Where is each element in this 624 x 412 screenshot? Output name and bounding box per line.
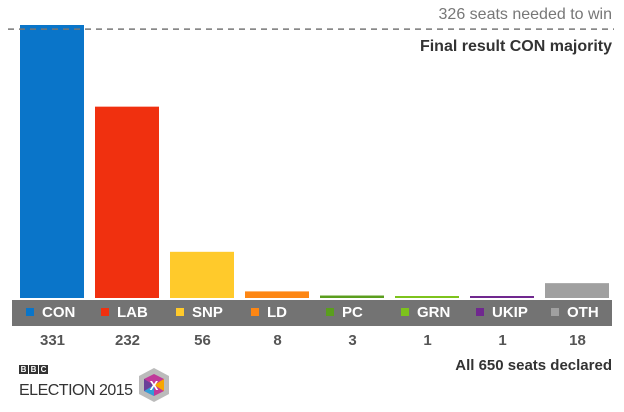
legend-ukip: UKIP	[476, 300, 528, 326]
legend-text: GRN	[417, 304, 451, 321]
seats-declared-label: All 650 seats declared	[455, 357, 612, 374]
seat-value-lab: 232	[114, 332, 141, 349]
legend-text: OTH	[567, 304, 599, 321]
bar-ld	[245, 291, 309, 298]
legend-con: CON	[26, 300, 75, 326]
legend-text: SNP	[192, 304, 223, 321]
legend-swatch	[476, 308, 484, 316]
seat-value-snp: 56	[194, 332, 211, 349]
bar-pc	[320, 295, 384, 298]
seat-chart	[8, 25, 614, 299]
seat-value-ld: 8	[273, 332, 282, 349]
legend-swatch	[251, 308, 259, 316]
legend-text: PC	[342, 304, 363, 321]
majority-threshold-label: 326 seats needed to win	[438, 6, 612, 23]
seat-value-pc: 3	[348, 332, 357, 349]
bar-grn	[395, 296, 459, 298]
final-result-label: Final result CON majority	[419, 38, 612, 55]
legend-text: LD	[267, 304, 287, 321]
legend-grn: GRN	[401, 300, 450, 326]
seat-value-con: 331	[39, 332, 66, 349]
legend-pc: PC	[326, 300, 363, 326]
seat-value-oth: 18	[569, 332, 586, 349]
bar-ukip	[470, 296, 534, 298]
legend-text: CON	[42, 304, 76, 321]
legend-oth: OTH	[551, 300, 599, 326]
legend-swatch	[26, 308, 34, 316]
legend-swatch	[551, 308, 559, 316]
bar-oth	[545, 283, 609, 298]
bar-lab	[95, 106, 159, 299]
bar-snp	[170, 251, 234, 298]
bar-con	[20, 25, 84, 298]
legend-snp: SNP	[176, 300, 223, 326]
party-legend-band	[12, 300, 612, 326]
legend-swatch	[101, 308, 109, 316]
svg-text:X: X	[149, 378, 158, 393]
legend-text: UKIP	[492, 304, 528, 321]
legend-lab: LAB	[101, 300, 148, 326]
election-x-icon: X	[138, 368, 169, 402]
legend-swatch	[326, 308, 334, 316]
seat-value-grn: 1	[423, 332, 432, 349]
legend-ld: LD	[251, 300, 287, 326]
legend-text: LAB	[117, 304, 148, 321]
seat-value-ukip: 1	[498, 332, 507, 349]
legend-swatch	[176, 308, 184, 316]
legend-swatch	[401, 308, 409, 316]
